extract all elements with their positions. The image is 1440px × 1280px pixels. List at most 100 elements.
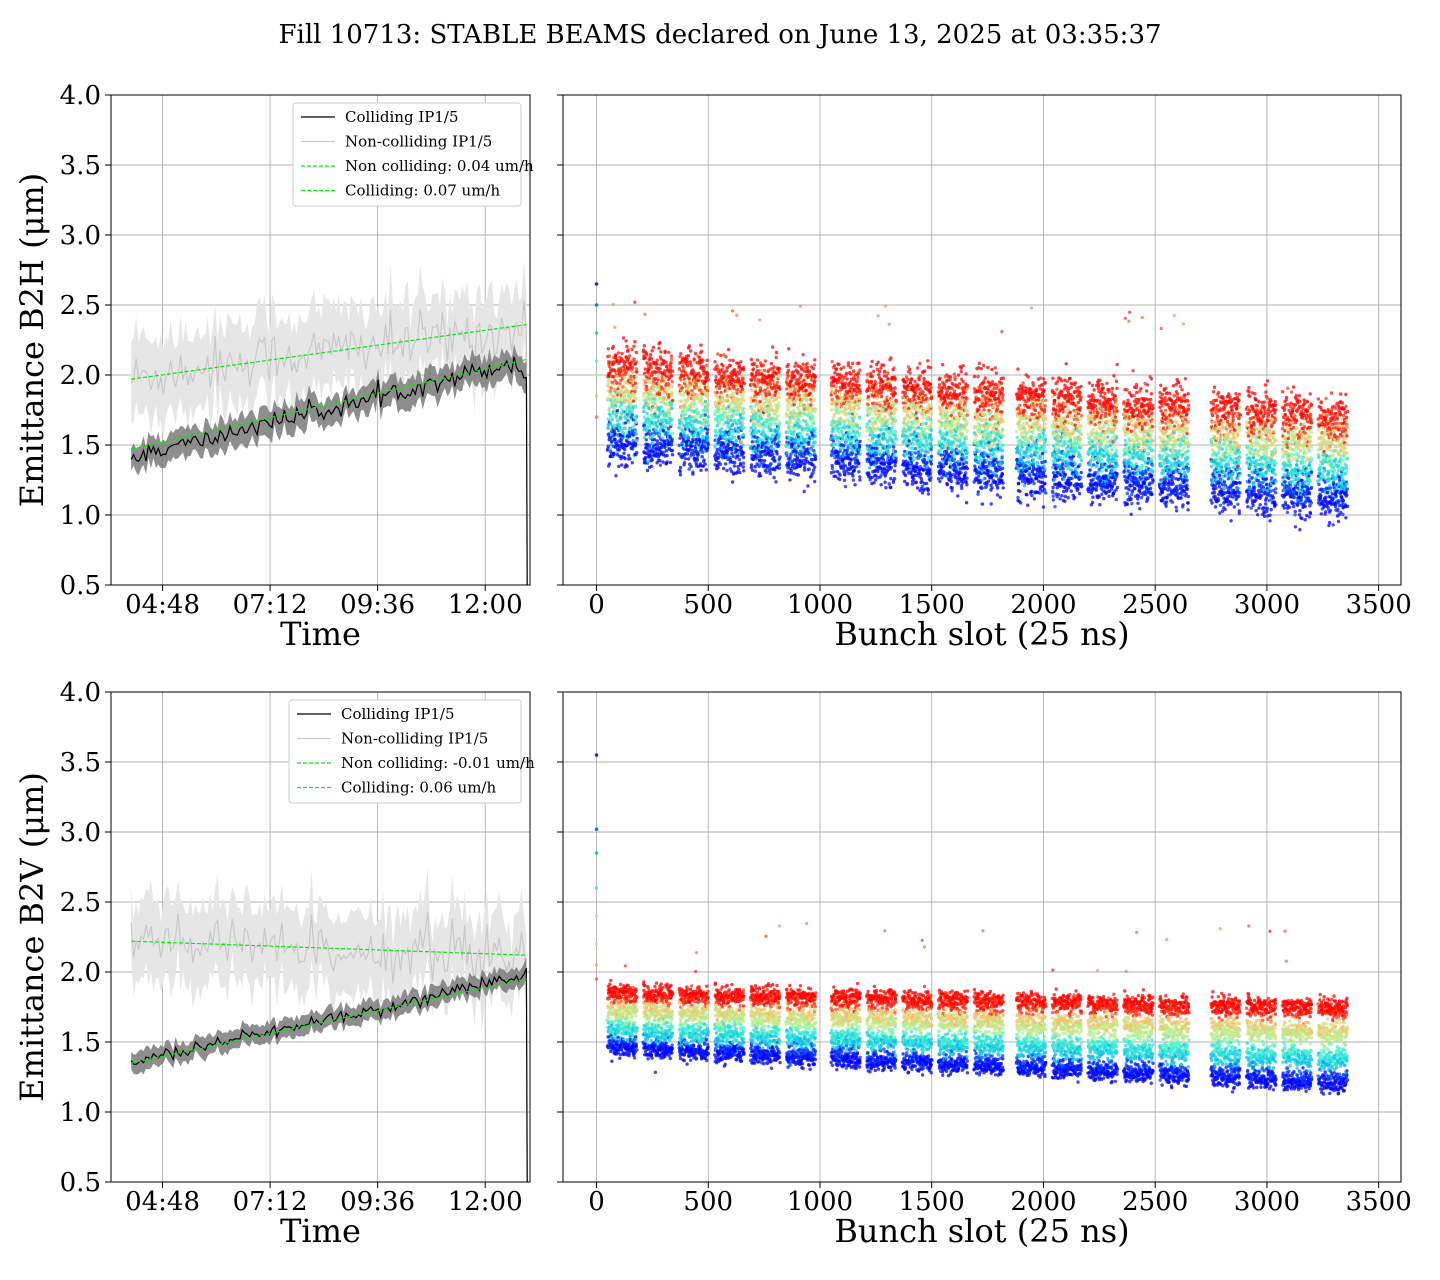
data-point [855,464,859,469]
legend-box [292,102,522,207]
data-point [883,414,887,419]
data-point [877,369,882,374]
data-point [857,448,862,452]
data-point [849,365,853,370]
data-point [670,437,674,441]
data-point [928,433,932,437]
data-point [706,378,711,382]
data-point [740,374,744,378]
data-point [618,446,622,450]
data-point [648,353,653,357]
data-point [621,336,626,340]
legend-label: Colliding: 0.07 um/h [345,182,500,200]
data-point [852,406,857,410]
data-point [923,393,927,398]
data-point [813,431,817,435]
data-point [945,482,950,487]
data-point [646,401,651,405]
data-point [758,474,763,478]
data-point [777,395,781,399]
data-point [872,481,876,485]
data-point [706,385,710,389]
data-point [623,394,627,398]
data-point [615,408,620,413]
data-point [652,384,656,389]
data-point [735,421,739,426]
data-point [928,365,933,370]
data-point [623,404,627,409]
data-point [660,436,665,440]
data-point [705,428,710,432]
data-point [705,372,710,376]
data-point [612,407,617,411]
data-point [876,469,880,474]
data-point [912,477,916,481]
data-point [813,379,817,383]
data-point [735,391,739,395]
data-point [807,467,811,471]
data-point [858,415,862,420]
data-point [893,377,897,381]
data-point [648,425,652,429]
data-point [724,411,728,416]
data-point [722,466,726,471]
data-point [922,457,927,462]
data-point [649,357,654,361]
data-point [906,420,910,424]
data-point [633,339,637,344]
data-point [665,460,669,464]
data-point [741,368,746,372]
data-point [903,473,908,478]
data-point [705,408,709,413]
data-point [774,350,779,355]
data-point [795,455,800,459]
data-point [741,394,745,398]
data-point [703,413,707,417]
data-point [873,420,878,424]
data-point [717,420,722,424]
data-point [919,472,923,476]
data-point [921,423,925,427]
data-point [774,480,778,484]
data-point [929,462,933,466]
data-point [612,382,616,386]
data-point [938,376,942,380]
data-point [892,469,897,473]
data-point [839,409,843,413]
data-point [787,401,792,405]
data-point [903,392,907,396]
data-point [666,383,671,387]
data-point [615,381,619,385]
data-point [857,461,861,466]
data-point [929,421,933,425]
data-point [841,437,845,441]
data-point [613,379,617,383]
data-point [678,465,683,470]
data-point [844,408,848,412]
data-point [754,427,758,431]
data-point [642,409,646,414]
data-point [812,418,816,422]
data-point [720,395,725,400]
data-point [699,396,704,400]
data-point [813,440,818,444]
data-point [687,344,692,348]
data-point [872,416,876,420]
data-point [777,413,781,418]
data-point [670,431,674,436]
data-point [644,438,648,442]
data-point [813,374,817,378]
data-point [669,365,673,369]
data-point [842,365,846,369]
data-point [624,370,629,375]
data-point [617,422,621,426]
y-tick-label: 1.5 [60,431,101,461]
data-point [875,446,879,450]
data-point [866,394,871,399]
data-point [944,461,949,466]
data-point [695,428,699,432]
data-point [798,375,802,380]
data-point [749,357,754,362]
data-point [720,426,724,431]
data-point [869,379,874,384]
